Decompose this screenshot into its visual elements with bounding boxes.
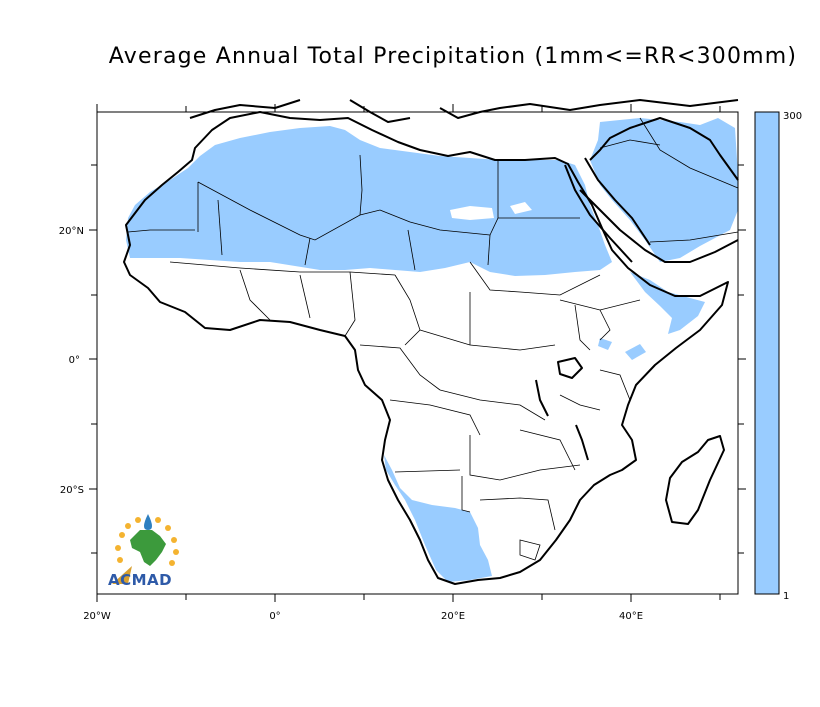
- red-sea-coast: [564, 164, 633, 263]
- colorbar-max-label: 300: [783, 111, 802, 122]
- country-borders: [127, 117, 739, 561]
- precip-region-horn: [630, 272, 705, 334]
- colorbar: [754, 111, 780, 595]
- x-tick-label: 20°W: [83, 611, 111, 622]
- precip-gaps: [450, 202, 532, 220]
- arabia-coastline: [579, 189, 739, 263]
- acmad-logo-text: ACMAD: [108, 571, 173, 589]
- colorbar-min-label: 1: [783, 591, 789, 602]
- madagascar-coastline: [665, 435, 725, 525]
- sun-rays-icon: [115, 517, 179, 566]
- x-tick-label: 20°E: [441, 611, 465, 622]
- africa-coastline: [123, 111, 729, 585]
- precip-region-kenya: [598, 338, 612, 350]
- precip-region-kenya-2: [625, 344, 646, 360]
- map-frame: [96, 111, 739, 595]
- precip-region-arabia: [590, 118, 738, 262]
- africa-logo-icon: [130, 530, 166, 566]
- precip-region-southwest: [384, 455, 492, 582]
- europe-coastline: [189, 99, 301, 119]
- precip-shading: [126, 118, 738, 582]
- coastline: [123, 99, 739, 585]
- axis-ticks: [89, 104, 746, 602]
- precip-region-sahara: [126, 126, 612, 276]
- y-tick-label: 20°N: [59, 226, 84, 237]
- acmad-logo: [112, 514, 179, 584]
- y-tick-label: 20°S: [60, 485, 84, 496]
- lake-victoria: [557, 357, 583, 379]
- map-title: Average Annual Total Precipitation (1mm<…: [108, 44, 798, 69]
- y-tick-label: 0°: [69, 355, 80, 366]
- logo-beams-icon: [112, 566, 132, 584]
- water-drop-icon: [144, 514, 152, 530]
- x-tick-label: 0°: [269, 611, 280, 622]
- x-tick-label: 40°E: [619, 611, 643, 622]
